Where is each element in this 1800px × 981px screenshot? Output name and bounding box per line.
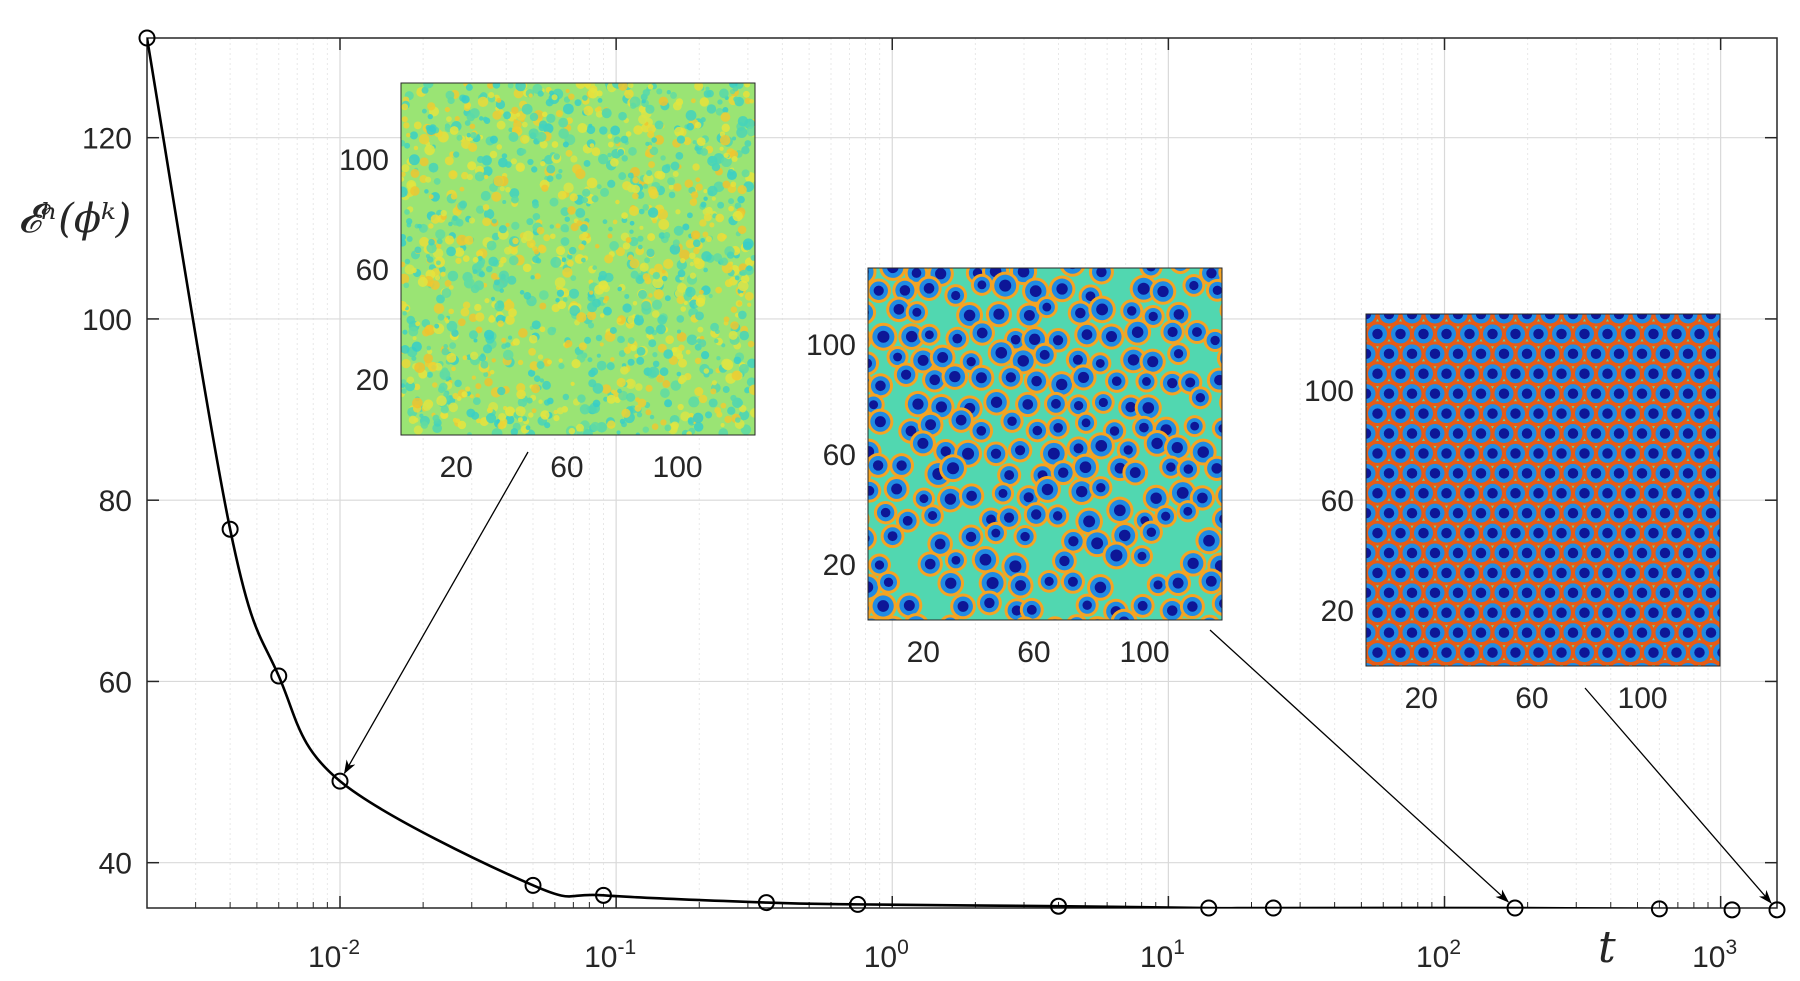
inset-x-tick-label: 100 bbox=[1120, 636, 1170, 669]
inset-x-tick-label: 60 bbox=[1017, 636, 1050, 669]
y-tick-label: 100 bbox=[82, 304, 132, 337]
inset-arrow bbox=[343, 451, 529, 775]
y-tick-label: 80 bbox=[99, 485, 132, 518]
data-point bbox=[221, 520, 239, 538]
inset-disordered-spots: 20 60 100 20 60 100 bbox=[806, 267, 1223, 669]
inset-field-image bbox=[1366, 314, 1720, 666]
x-tick-label: 100 bbox=[864, 936, 909, 974]
inset-y-tick-label: 100 bbox=[339, 144, 389, 177]
data-point bbox=[1650, 900, 1668, 918]
inset-frame bbox=[400, 82, 756, 436]
y-tick-label: 60 bbox=[99, 666, 132, 699]
data-point bbox=[1768, 901, 1786, 919]
y-tick-label: 120 bbox=[82, 123, 132, 156]
series-markers bbox=[138, 29, 1786, 919]
data-point bbox=[1050, 897, 1068, 915]
inset-y-tick-label: 60 bbox=[356, 254, 389, 287]
data-point bbox=[270, 667, 288, 685]
x-tick-label: 102 bbox=[1416, 936, 1461, 974]
inset-y-tick-label: 20 bbox=[1321, 595, 1354, 628]
inset-hexagonal-spots: 20 60 100 20 60 100 bbox=[1304, 313, 1721, 715]
inset-noise: 20 60 100 20 60 100 bbox=[339, 82, 756, 484]
inset-y-tick-label: 20 bbox=[356, 364, 389, 397]
inset-field-image bbox=[401, 83, 755, 435]
inset-y-tick-label: 100 bbox=[806, 329, 856, 362]
data-point bbox=[524, 876, 542, 894]
inset-x-tick-label: 100 bbox=[1618, 682, 1668, 715]
x-axis-label: t bbox=[1598, 922, 1616, 973]
data-point bbox=[594, 886, 612, 904]
inset-y-tick-label: 60 bbox=[823, 439, 856, 472]
x-tick-label: 101 bbox=[1140, 936, 1185, 974]
inset-x-tick-label: 20 bbox=[440, 451, 473, 484]
x-tick-label: 103 bbox=[1692, 936, 1737, 974]
data-point bbox=[1723, 901, 1741, 919]
x-tick-label: 10-2 bbox=[308, 936, 360, 974]
axes: 10-2 10-1 100 101 102 103 40 60 80 100 120 bbox=[82, 38, 1777, 974]
inset-x-tick-label: 100 bbox=[653, 451, 703, 484]
inset-x-tick-label: 60 bbox=[550, 451, 583, 484]
data-point bbox=[757, 894, 775, 912]
inset-field-image bbox=[868, 268, 1222, 620]
data-point bbox=[1200, 899, 1218, 917]
data-point bbox=[138, 29, 156, 47]
data-point bbox=[849, 895, 867, 913]
inset-y-tick-label: 60 bbox=[1321, 485, 1354, 518]
insets: 20 60 100 20 60 100 20 60 100 20 60 100 20 60 100 20 60 1… bbox=[339, 82, 1721, 715]
inset-x-tick-label: 20 bbox=[907, 636, 940, 669]
inset-y-tick-label: 100 bbox=[1304, 375, 1354, 408]
series-line bbox=[147, 38, 1695, 908]
inset-arrow bbox=[1209, 629, 1510, 903]
series-energy bbox=[147, 38, 1695, 908]
y-tick-label: 40 bbox=[99, 848, 132, 881]
inset-arrow bbox=[1584, 687, 1772, 904]
inset-x-tick-label: 60 bbox=[1515, 682, 1548, 715]
inset-arrows bbox=[343, 451, 1772, 904]
x-tick-label: 10-1 bbox=[584, 936, 636, 974]
data-point bbox=[1264, 899, 1282, 917]
data-point bbox=[331, 772, 349, 790]
plot-area-frame bbox=[146, 37, 1778, 909]
y-axis-label: 𝓔ʰ(ϕᵏ) bbox=[18, 196, 131, 242]
inset-y-tick-label: 20 bbox=[823, 549, 856, 582]
inset-frame bbox=[867, 267, 1223, 621]
data-point bbox=[1506, 899, 1524, 917]
inset-x-tick-label: 20 bbox=[1405, 682, 1438, 715]
inset-frame bbox=[1365, 313, 1721, 667]
